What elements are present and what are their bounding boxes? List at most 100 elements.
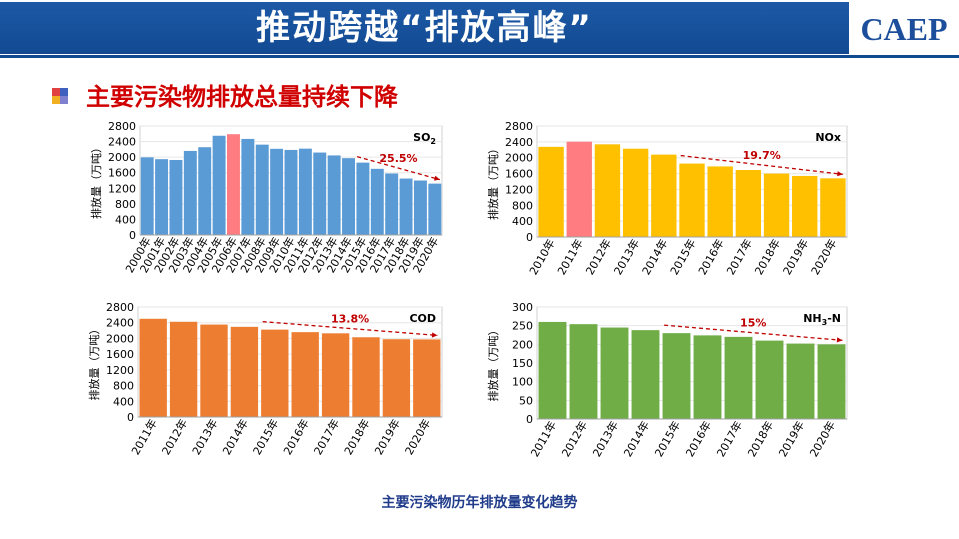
trend-percent-label: 25.5% (379, 152, 417, 165)
y-tick-label: 2000 (505, 152, 533, 165)
y-axis-label: 排放量（万吨） (486, 325, 500, 402)
bar (321, 333, 350, 417)
bar (763, 173, 790, 237)
bar (786, 343, 815, 419)
bar (662, 333, 691, 419)
y-tick-label: 0 (127, 411, 134, 424)
nox-emission-chart: 040080012001600200024002800排放量（万吨）2010年2… (486, 120, 848, 278)
bar (200, 324, 228, 417)
bar (724, 336, 753, 419)
trend-percent-label: 19.7% (743, 149, 781, 162)
y-tick-label: 2800 (505, 120, 533, 133)
bar (183, 150, 197, 235)
series-label: NH3-N (803, 312, 841, 327)
y-tick-label: 800 (113, 380, 134, 393)
bar (679, 163, 705, 237)
bar (313, 152, 327, 235)
x-tick-label: 2012年 (558, 419, 590, 460)
trend-arrowhead (837, 171, 843, 177)
series-label: SO2 (413, 131, 436, 146)
x-tick-label: 2019年 (775, 419, 807, 460)
x-tick-label: 2020年 (808, 237, 840, 278)
bar (735, 170, 762, 237)
bar (241, 138, 255, 235)
x-tick-label: 2011年 (554, 237, 586, 278)
y-tick-label: 1600 (108, 167, 136, 180)
x-tick-label: 2018年 (341, 417, 373, 458)
trend-percent-label: 15% (740, 317, 766, 330)
bar (230, 326, 259, 417)
caep-logo: CAEP (860, 11, 948, 47)
bar (538, 146, 564, 237)
bar (298, 148, 312, 235)
bar (169, 159, 183, 235)
bar (817, 344, 846, 419)
y-tick-label: 50 (519, 394, 533, 407)
bar (693, 335, 722, 419)
x-tick-label: 2014年 (620, 419, 652, 460)
bar (594, 144, 621, 237)
bar (255, 144, 269, 235)
trend-arrowhead (836, 337, 843, 343)
bar (139, 318, 167, 417)
bar (631, 330, 660, 419)
x-tick-label: 2015年 (667, 237, 699, 278)
y-tick-label: 1200 (505, 183, 533, 196)
x-tick-label: 2017年 (311, 417, 343, 458)
series-label: NOx (815, 131, 841, 144)
bar (227, 134, 240, 235)
y-tick-label: 400 (113, 395, 134, 408)
x-tick-label: 2014年 (219, 417, 251, 458)
x-tick-label: 2015年 (250, 417, 282, 458)
header-rule (0, 55, 959, 58)
trend-arrow (262, 320, 438, 337)
y-tick-label: 2400 (505, 136, 533, 149)
bar (291, 332, 319, 417)
y-tick-label: 2000 (106, 332, 134, 345)
trend-arrowhead (433, 175, 440, 181)
bar (169, 321, 198, 417)
y-tick-label: 0 (526, 413, 533, 426)
bar (413, 180, 427, 235)
x-tick-label: 2017年 (713, 419, 745, 460)
bar (198, 147, 212, 235)
x-tick-label: 2012年 (582, 237, 614, 278)
x-tick-label: 2016年 (695, 237, 727, 278)
y-tick-label: 1600 (505, 168, 533, 181)
y-tick-label: 2400 (106, 317, 134, 330)
y-tick-label: 800 (512, 199, 533, 212)
bar (352, 337, 380, 417)
y-tick-label: 2400 (108, 136, 136, 149)
bar (370, 168, 384, 235)
bar (600, 327, 629, 419)
x-tick-label: 2016年 (682, 419, 714, 460)
y-tick-label: 800 (115, 198, 136, 211)
x-tick-label: 2018年 (744, 419, 776, 460)
bar (566, 141, 592, 237)
y-tick-label: 100 (512, 376, 533, 389)
trend-arrowhead (431, 332, 438, 338)
y-axis-label: 排放量（万吨） (486, 143, 500, 220)
x-tick-label: 2014年 (639, 237, 671, 278)
y-tick-label: 1200 (106, 364, 134, 377)
y-axis-label: 排放量（万吨） (87, 324, 101, 401)
x-tick-label: 2019年 (371, 417, 403, 458)
y-tick-label: 1200 (108, 182, 136, 195)
y-tick-label: 400 (115, 213, 136, 226)
bar (140, 157, 154, 235)
bar (155, 159, 169, 235)
x-tick-label: 2020年 (806, 419, 838, 460)
bar (399, 178, 413, 235)
bar (284, 149, 298, 235)
x-tick-label: 2020年 (402, 417, 434, 458)
trend-arrow (356, 156, 441, 181)
bar (212, 135, 226, 235)
header-bar: 推动跨越“排放高峰” CAEP (0, 0, 959, 58)
x-tick-label: 2017年 (723, 237, 755, 278)
y-tick-label: 0 (526, 231, 533, 244)
y-tick-label: 2000 (108, 151, 136, 164)
y-tick-label: 150 (512, 357, 533, 370)
bar (413, 339, 441, 417)
